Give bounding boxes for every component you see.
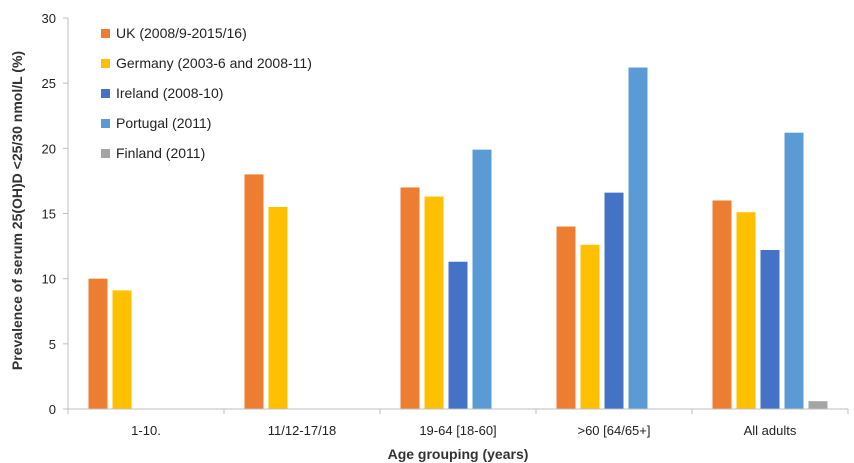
y-axis-title: Prevalence of serum 25(OH)D <25/30 nmol/… [9, 51, 25, 370]
bars-group [88, 67, 828, 410]
legend-label: Germany (2003-6 and 2008-11) [116, 55, 312, 71]
bar [736, 212, 756, 409]
bar [88, 278, 108, 409]
legend-label: Ireland (2008-10) [116, 85, 223, 101]
x-tick-label: 11/12-17/18 [268, 423, 336, 438]
x-tick-label: >60 [64/65+] [577, 423, 650, 438]
legend-swatch [101, 59, 110, 68]
x-tick-label: 19-64 [18-60] [419, 423, 496, 438]
bar [808, 401, 828, 409]
x-ticks-group: 1-10. 11/12-17/18 19-64 [18-60] >60 [64/65+… [67, 409, 849, 438]
bar [424, 196, 444, 409]
y-ticks-group: 0 5 10 15 20 25 30 [42, 11, 68, 417]
bar [580, 244, 600, 409]
x-axis-title: Age grouping (years) [388, 446, 529, 462]
y-tick-label: 30 [42, 11, 56, 26]
legend: UK (2008/9-2015/16) Germany (2003-6 and 2… [101, 25, 312, 161]
bar [112, 290, 132, 409]
y-tick-label: 5 [49, 337, 56, 352]
bar [556, 226, 576, 409]
bar [604, 192, 624, 409]
bar [472, 149, 492, 410]
legend-swatch [101, 29, 110, 38]
legend-swatch [101, 149, 110, 158]
legend-swatch [101, 89, 110, 98]
y-tick-label: 20 [42, 141, 56, 156]
x-tick-label: All adults [744, 423, 797, 438]
legend-label: UK (2008/9-2015/16) [116, 25, 247, 41]
bar [268, 206, 288, 409]
y-tick-label: 10 [42, 272, 56, 287]
bar [784, 132, 804, 409]
y-tick-label: 15 [42, 207, 56, 222]
bar [712, 200, 732, 409]
y-tick-label: 0 [49, 402, 56, 417]
bar [760, 249, 780, 409]
bar [244, 174, 264, 409]
y-tick-label: 25 [42, 76, 56, 91]
x-tick-label: 1-10. [131, 423, 161, 438]
legend-label: Portugal (2011) [116, 115, 211, 131]
legend-label: Finland (2011) [116, 145, 205, 161]
bar [628, 67, 648, 409]
bar [400, 187, 420, 409]
legend-swatch [101, 119, 110, 128]
bar [448, 261, 468, 409]
